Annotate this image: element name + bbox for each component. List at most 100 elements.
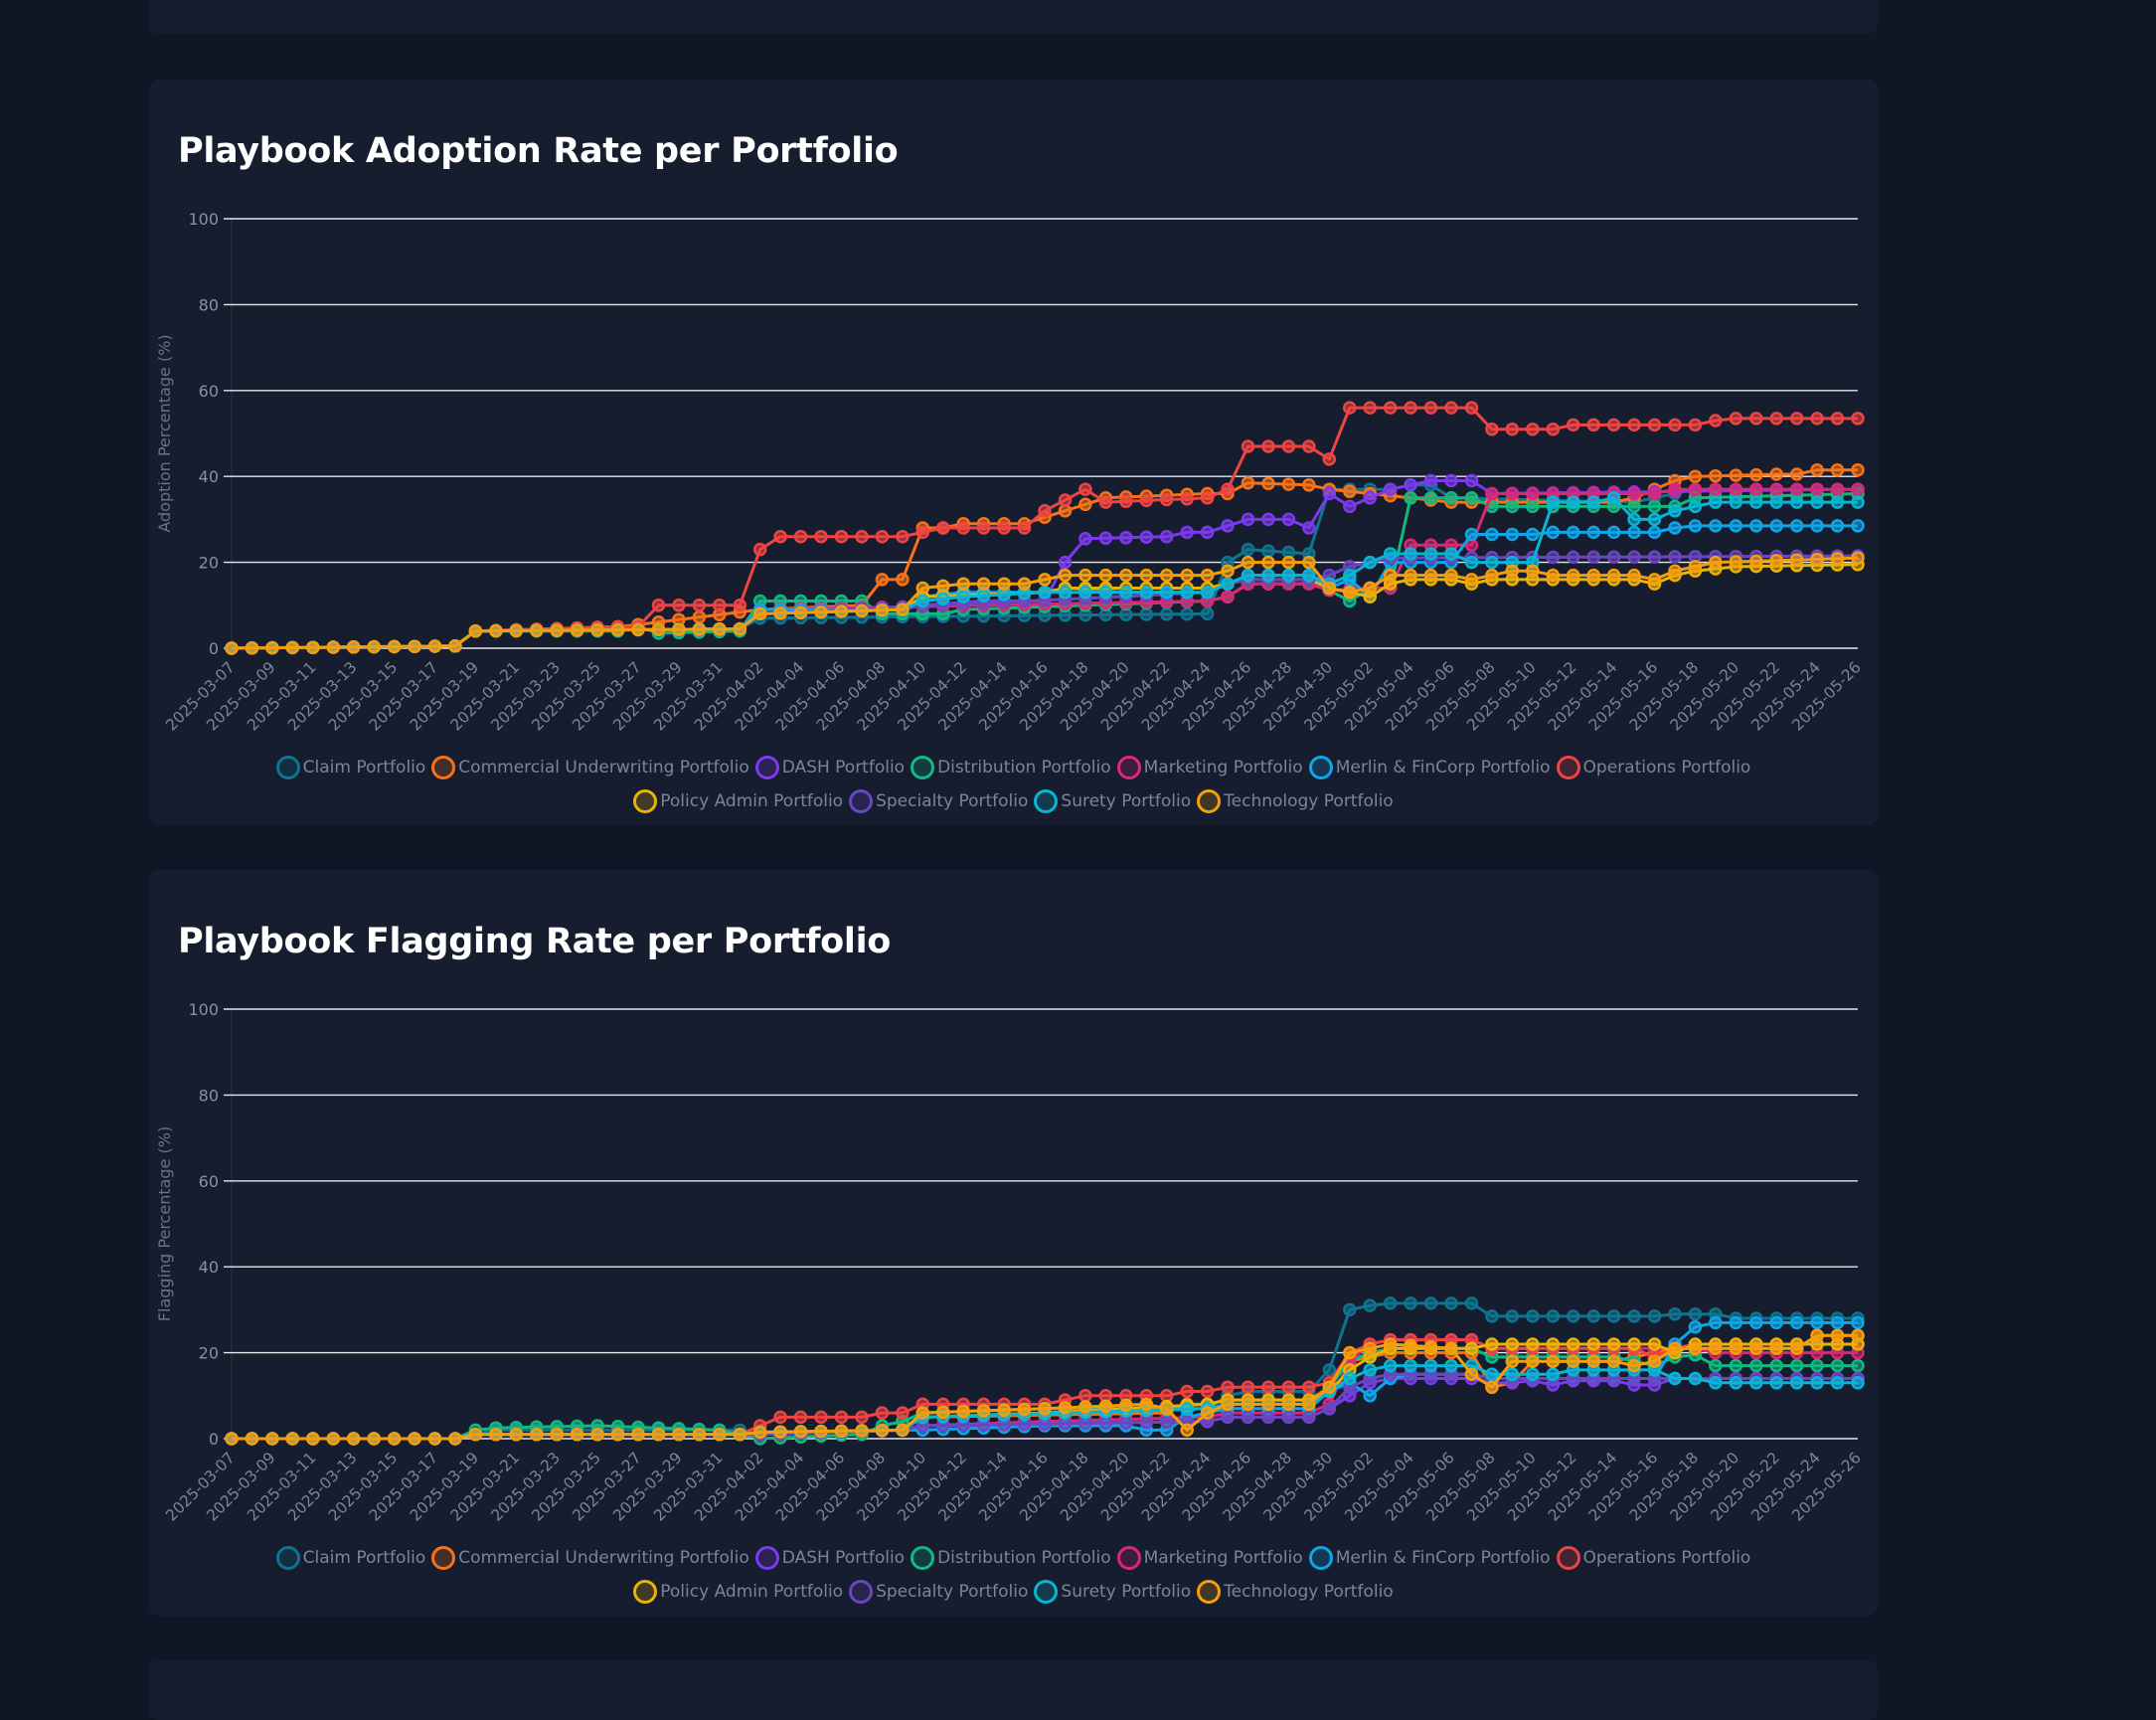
data-point[interactable] (1078, 586, 1092, 600)
data-point[interactable] (1485, 1367, 1499, 1381)
data-point[interactable] (610, 1427, 625, 1442)
data-point[interactable] (1078, 482, 1092, 496)
data-point[interactable] (713, 599, 727, 612)
data-point[interactable] (1688, 560, 1703, 574)
data-point[interactable] (1404, 568, 1417, 583)
data-point[interactable] (692, 1427, 707, 1442)
data-point[interactable] (1078, 1416, 1092, 1431)
data-point[interactable] (1526, 422, 1540, 436)
data-point[interactable] (896, 1406, 910, 1420)
data-point[interactable] (1343, 1302, 1357, 1317)
data-point[interactable] (1343, 586, 1357, 600)
data-point[interactable] (976, 1404, 991, 1418)
data-point[interactable] (997, 521, 1011, 535)
data-point[interactable] (1851, 519, 1865, 533)
data-point[interactable] (1688, 1371, 1703, 1386)
data-point[interactable] (1627, 486, 1641, 501)
data-point[interactable] (713, 621, 727, 636)
data-point[interactable] (1017, 577, 1032, 591)
data-point[interactable] (265, 1432, 279, 1446)
data-point[interactable] (1180, 525, 1194, 540)
data-point[interactable] (915, 1406, 930, 1420)
data-point[interactable] (1647, 499, 1662, 514)
data-point[interactable] (1485, 422, 1499, 436)
data-point[interactable] (346, 640, 361, 654)
data-point[interactable] (1261, 439, 1275, 453)
data-point[interactable] (814, 1424, 828, 1439)
data-point[interactable] (1830, 1358, 1845, 1373)
data-point[interactable] (1647, 573, 1662, 587)
data-point[interactable] (1343, 568, 1357, 583)
data-point[interactable] (489, 623, 503, 638)
data-point[interactable] (1444, 1341, 1458, 1356)
data-point[interactable] (1688, 499, 1703, 514)
data-point[interactable] (1810, 1376, 1824, 1390)
data-point[interactable] (1444, 473, 1458, 488)
data-point[interactable] (1302, 1410, 1316, 1425)
data-point[interactable] (1343, 499, 1357, 514)
data-point[interactable] (1729, 519, 1743, 533)
data-point[interactable] (1383, 547, 1398, 561)
data-point[interactable] (1627, 568, 1641, 583)
data-point[interactable] (1505, 564, 1520, 578)
data-point[interactable] (1709, 1341, 1723, 1356)
data-point[interactable] (468, 623, 483, 638)
data-point[interactable] (1566, 1309, 1580, 1323)
data-point[interactable] (245, 1432, 259, 1446)
data-point[interactable] (1586, 1309, 1600, 1323)
data-point[interactable] (1139, 586, 1154, 600)
data-point[interactable] (1830, 482, 1845, 496)
legend-item[interactable]: Policy Admin Portfolio (633, 1580, 843, 1604)
data-point[interactable] (1119, 494, 1133, 509)
data-point[interactable] (1749, 467, 1763, 482)
data-point[interactable] (1647, 1337, 1662, 1351)
data-point[interactable] (814, 529, 828, 544)
data-point[interactable] (1139, 568, 1154, 583)
data-point[interactable] (956, 590, 970, 603)
legend-item[interactable]: DASH Portfolio (754, 1546, 905, 1570)
data-point[interactable] (550, 1427, 564, 1442)
data-point[interactable] (1627, 499, 1641, 514)
data-point[interactable] (733, 599, 747, 612)
data-point[interactable] (997, 577, 1011, 591)
data-point[interactable] (1749, 495, 1763, 509)
data-point[interactable] (1769, 1376, 1783, 1390)
data-point[interactable] (1038, 504, 1052, 518)
data-point[interactable] (1647, 418, 1662, 432)
data-point[interactable] (1546, 1309, 1561, 1323)
data-point[interactable] (1017, 1402, 1032, 1417)
data-point[interactable] (1098, 1399, 1113, 1413)
data-point[interactable] (1647, 486, 1662, 501)
data-point[interactable] (1322, 1380, 1337, 1394)
data-point[interactable] (1058, 504, 1073, 518)
data-point[interactable] (1789, 1376, 1804, 1390)
data-point[interactable] (1180, 1423, 1194, 1438)
data-point[interactable] (1729, 482, 1743, 496)
data-point[interactable] (1464, 473, 1479, 488)
data-point[interactable] (1119, 1416, 1133, 1430)
data-point[interactable] (631, 622, 645, 637)
legend-item[interactable]: DASH Portfolio (754, 756, 905, 779)
data-point[interactable] (1485, 1337, 1499, 1351)
data-point[interactable] (1526, 1354, 1540, 1368)
data-point[interactable] (1261, 544, 1275, 558)
data-point[interactable] (530, 1427, 544, 1442)
data-point[interactable] (1444, 568, 1458, 583)
data-point[interactable] (1241, 1410, 1255, 1425)
data-point[interactable] (1159, 529, 1174, 544)
data-point[interactable] (1769, 1358, 1783, 1373)
data-point[interactable] (1423, 1296, 1438, 1310)
data-point[interactable] (1159, 1402, 1174, 1416)
data-point[interactable] (489, 1427, 503, 1442)
data-point[interactable] (1830, 1328, 1845, 1343)
data-point[interactable] (1221, 1410, 1235, 1425)
data-point[interactable] (1769, 412, 1783, 426)
data-point[interactable] (1139, 1415, 1154, 1430)
data-point[interactable] (793, 1410, 808, 1425)
data-point[interactable] (1180, 606, 1194, 621)
data-point[interactable] (1526, 499, 1540, 514)
data-point[interactable] (1363, 1389, 1377, 1403)
data-point[interactable] (752, 1425, 767, 1440)
data-point[interactable] (1505, 1309, 1520, 1323)
data-point[interactable] (1769, 467, 1783, 481)
